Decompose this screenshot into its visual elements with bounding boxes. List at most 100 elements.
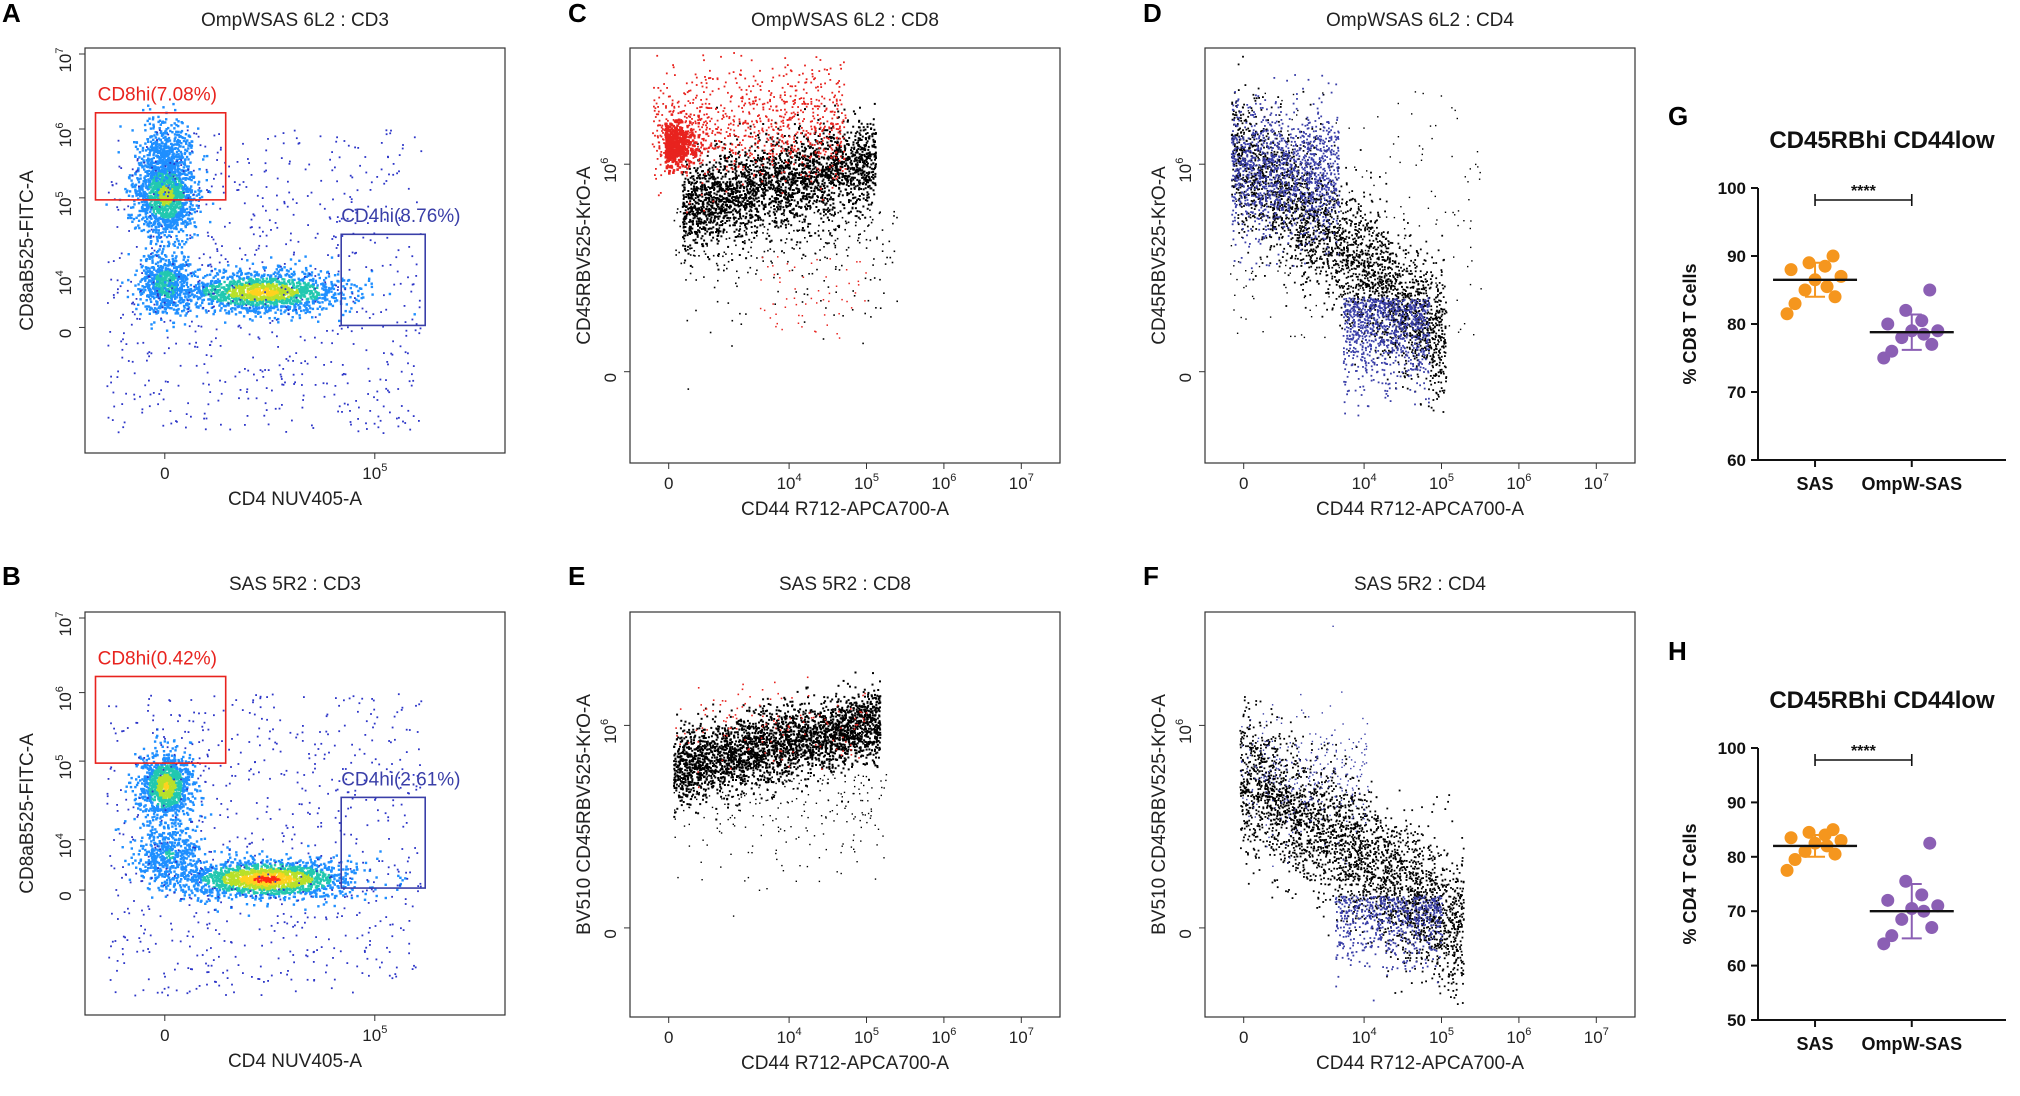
density-point [182,203,184,205]
density-point [139,151,141,153]
density-point [131,324,133,326]
density-point [228,166,230,168]
density-point [275,302,277,304]
density-point [130,217,132,219]
density-point [146,308,148,310]
density-point [223,281,225,283]
density-point [151,247,153,249]
density-point [184,152,186,154]
density-point [305,286,307,288]
density-point [173,322,175,324]
density-point [239,299,241,301]
density-point [167,180,169,182]
density-point [151,277,153,279]
density-point [157,121,159,123]
density-point [361,293,363,295]
density-point [247,158,249,160]
density-point [176,160,178,162]
density-point [385,388,387,390]
density-point [256,379,258,381]
density-point [191,218,193,220]
density-point [197,281,199,283]
density-point [298,314,300,316]
density-point [173,176,175,178]
density-point [227,264,229,266]
density-point [321,342,323,344]
density-point [414,136,416,138]
density-point [192,801,194,803]
density-point [350,421,352,423]
density-point [149,150,151,152]
density-point [327,254,329,256]
density-point [236,287,238,289]
density-point [342,374,344,376]
density-point [177,165,179,167]
density-point [166,306,168,308]
density-point [141,293,143,295]
density-point [180,142,182,144]
density-point [183,292,185,294]
density-point [184,149,186,151]
density-point [174,180,176,182]
density-point [246,388,248,390]
density-point [198,325,200,327]
density-point [172,195,174,197]
density-point [212,313,214,315]
density-point [197,183,199,185]
density-point [141,230,143,232]
density-point [314,288,316,290]
density-point [166,151,168,153]
density-point [352,252,354,254]
density-point [247,370,249,372]
density-point [252,305,254,307]
density-point [177,153,179,155]
density-point [334,292,336,294]
density-point [332,330,334,332]
density-point [357,418,359,420]
density-point [292,199,294,201]
density-point [305,269,307,271]
density-point [277,308,279,310]
density-point [412,319,414,321]
density-point [302,399,304,401]
density-point [173,211,175,213]
density-point [273,273,275,275]
density-point [156,290,158,292]
density-point [234,181,236,183]
density-point [189,161,191,163]
density-point [203,155,205,157]
density-point [351,177,353,179]
density-point [150,241,152,243]
density-point [398,426,400,428]
density-point [263,303,265,305]
density-point [211,186,213,188]
density-point [155,215,157,217]
density-point [113,260,115,262]
density-point [163,276,165,278]
density-point [271,291,273,293]
density-point [199,291,201,293]
density-point [187,311,189,313]
density-point [155,263,157,265]
density-point [233,287,235,289]
density-point [179,299,181,301]
density-point [272,320,274,322]
density-point [165,176,167,178]
plot-frame-b [85,612,505,1015]
density-point [158,298,160,300]
density-point [305,267,307,269]
density-point [337,286,339,288]
density-point [238,397,240,399]
density-point [182,146,184,148]
density-point [270,305,272,307]
density-point [267,138,269,140]
density-point [293,254,295,256]
density-point [144,182,146,184]
density-point [161,142,163,144]
density-point [178,180,180,182]
density-point [224,226,226,228]
density-point [177,125,179,127]
density-point [149,211,151,213]
density-point [194,181,196,183]
